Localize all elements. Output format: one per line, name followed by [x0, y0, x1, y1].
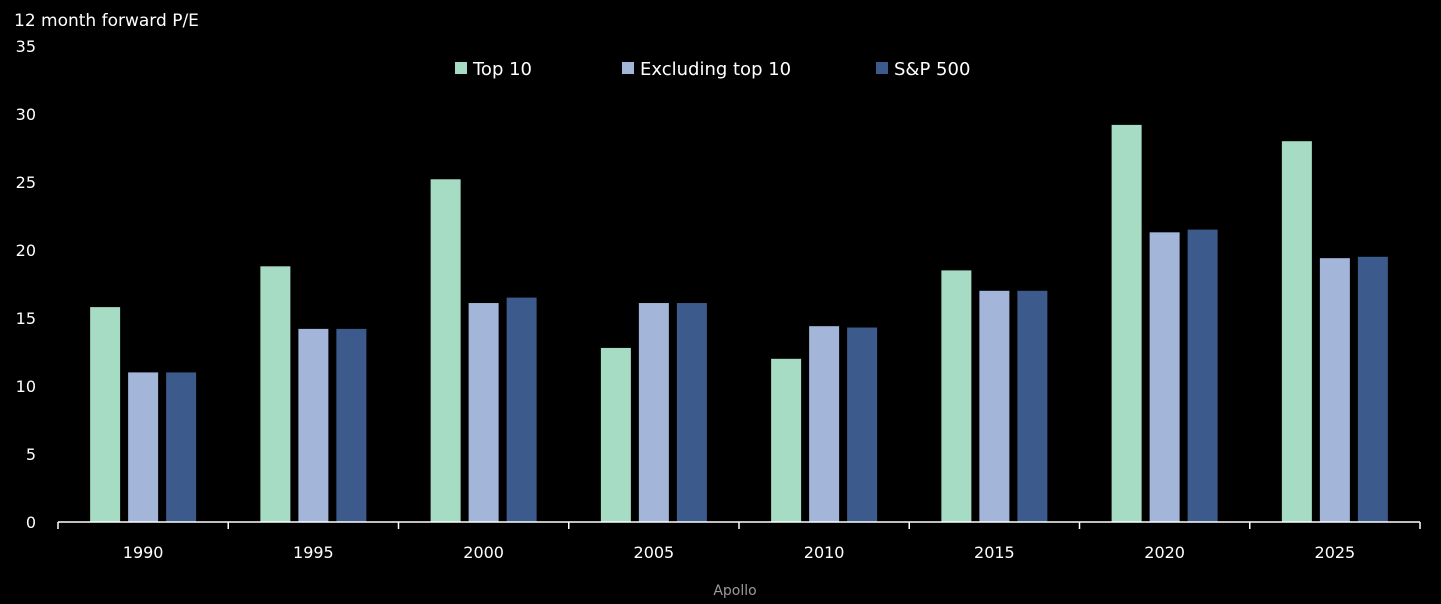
x-tick-label: 2020 [1144, 543, 1185, 562]
y-tick-label: 0 [26, 513, 36, 532]
legend-item: Excluding top 10 [622, 59, 791, 80]
legend-swatch [455, 62, 467, 74]
legend-swatch [622, 62, 634, 74]
y-axis-ticks: 0 5 10 15 20 25 30 35 [16, 37, 36, 532]
legend-label: Excluding top 10 [640, 59, 791, 80]
bar [676, 303, 707, 522]
y-tick-label: 20 [16, 241, 36, 260]
legend-item: S&P 500 [876, 59, 970, 80]
x-tick-label: 1995 [293, 543, 334, 562]
bars [90, 124, 1388, 522]
y-tick-label: 25 [16, 173, 36, 192]
y-axis-label: 12 month forward P/E [14, 11, 199, 31]
x-tick-label: 2015 [974, 543, 1015, 562]
bar [1319, 258, 1350, 522]
bar [638, 303, 669, 522]
bar [336, 328, 367, 522]
bar [506, 297, 537, 522]
bar [1357, 256, 1388, 522]
source-label: Apollo [713, 583, 756, 599]
bar [809, 326, 840, 522]
bar [1281, 141, 1312, 522]
y-tick-label: 35 [16, 37, 36, 56]
bar [166, 372, 197, 522]
x-tick-label: 2010 [804, 543, 845, 562]
y-tick-label: 5 [26, 445, 36, 464]
x-tick-label: 2005 [634, 543, 675, 562]
bar [128, 372, 159, 522]
x-tick-label: 1990 [123, 543, 164, 562]
bar [600, 347, 631, 522]
y-tick-label: 15 [16, 309, 36, 328]
bar [1111, 124, 1142, 522]
legend: Top 10 Excluding top 10 S&P 500 [455, 59, 970, 80]
x-axis: 1990 1995 2000 2005 2010 2015 2020 2025 [57, 521, 1421, 562]
legend-item: Top 10 [455, 59, 532, 80]
x-tick-label: 2000 [463, 543, 504, 562]
bar [90, 307, 121, 522]
legend-label: Top 10 [472, 59, 532, 80]
bar [771, 358, 802, 522]
y-tick-label: 30 [16, 105, 36, 124]
bar [1187, 229, 1218, 522]
bar [468, 303, 499, 522]
y-tick-label: 10 [16, 377, 36, 396]
bar [1017, 290, 1048, 522]
x-tick-label: 2025 [1315, 543, 1356, 562]
bar [847, 327, 878, 522]
bar [1149, 232, 1180, 522]
legend-label: S&P 500 [894, 59, 970, 80]
bar [260, 266, 291, 522]
legend-swatch [876, 62, 888, 74]
bar [941, 270, 972, 522]
bar [979, 290, 1010, 522]
bar [298, 328, 329, 522]
bar [430, 179, 461, 522]
